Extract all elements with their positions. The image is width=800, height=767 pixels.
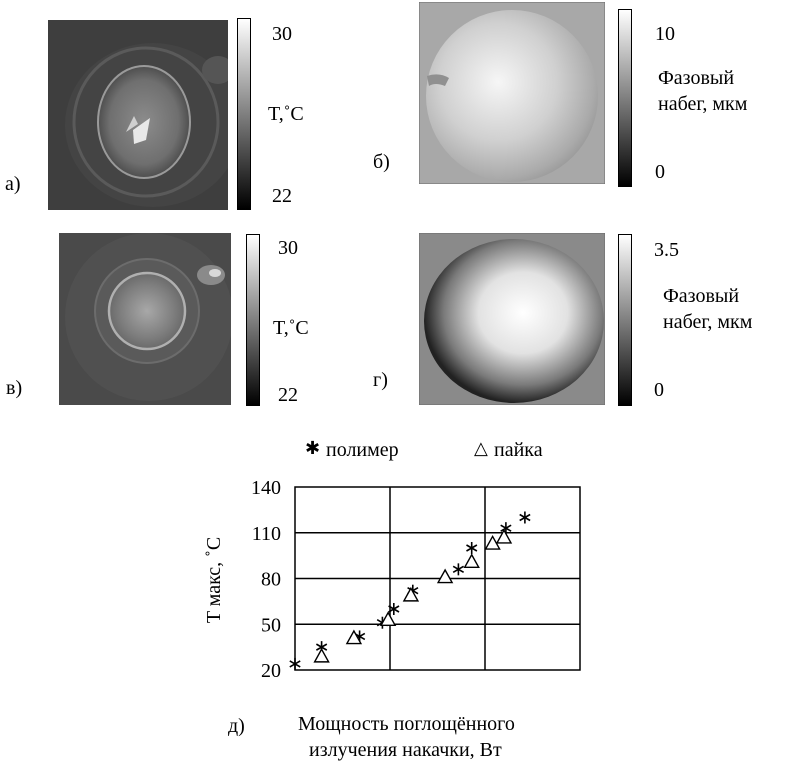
thermal-image-v [59, 233, 231, 405]
phase-map-g [419, 233, 605, 405]
y-axis-label: T макс, ˚C [203, 536, 225, 624]
solder-point [463, 553, 480, 569]
chart-marks [289, 511, 531, 670]
x-tick-label: 0 [290, 677, 300, 680]
solder-point [379, 611, 397, 626]
colorbar-a-label: T,˚C [268, 103, 304, 125]
polymer-point [289, 657, 301, 670]
colorbar-g-label-line2: набег, мкм [663, 311, 753, 333]
y-tick-label: 80 [261, 569, 281, 591]
colorbar-b-min: 0 [655, 161, 665, 183]
y-tick-label: 110 [252, 523, 281, 545]
panel-label-a: а) [5, 173, 21, 195]
colorbar-v-min: 22 [278, 384, 298, 406]
colorbar-g-min: 0 [654, 379, 664, 401]
temperature-scatter-chart: 20 50 80 110 140 0 100 200 300 [251, 477, 595, 680]
panel-label-g: г) [373, 369, 388, 391]
colorbar-v-max: 30 [278, 237, 298, 259]
colorbar-b-max: 10 [655, 23, 675, 45]
x-axis-label-line2: излучения накачки, Вт [309, 739, 502, 761]
phase-map-b [419, 2, 605, 184]
solder-point [484, 534, 501, 550]
x-tick-label: 100 [375, 677, 405, 680]
y-tick-label: 20 [261, 660, 281, 680]
solder-point [436, 568, 454, 584]
legend-solder-marker: △ [474, 438, 488, 459]
colorbar-a-max: 30 [272, 23, 292, 45]
polymer-point [500, 522, 512, 535]
colorbar-a-min: 22 [272, 185, 292, 207]
polymer-point [388, 603, 400, 615]
colorbar-g-label-line1: Фазовый [663, 285, 740, 307]
panel-label-v: в) [6, 377, 23, 399]
x-axis-label-line1: Мощность поглощённого [298, 713, 515, 735]
x-tick-label: 200 [470, 677, 500, 680]
colorbar-a [237, 18, 251, 210]
colorbar-v-label: T,˚C [273, 317, 309, 339]
colorbar-b-label-line2: набег, мкм [658, 93, 748, 115]
y-tick-label: 140 [251, 477, 281, 499]
colorbar-b-label-line1: Фазовый [658, 67, 735, 89]
legend-polymer-label: полимер [326, 439, 399, 461]
solder-point [495, 528, 513, 544]
legend-solder-label: пайка [494, 439, 543, 461]
x-tick-label: 300 [565, 677, 595, 680]
legend-polymer-marker: ✱ [305, 438, 321, 459]
chart-grid [294, 486, 581, 671]
colorbar-b [618, 9, 632, 187]
colorbar-v [246, 234, 260, 406]
colorbar-g [618, 234, 632, 406]
chart-ticks: 20 50 80 110 140 0 100 200 300 [251, 477, 595, 680]
polymer-point [452, 563, 465, 576]
thermal-image-a [48, 20, 228, 210]
solder-point [402, 586, 420, 602]
polymer-point [519, 511, 531, 524]
y-tick-label: 50 [261, 614, 281, 636]
colorbar-g-max: 3.5 [654, 239, 679, 261]
polymer-point [466, 542, 478, 554]
panel-label-b: б) [373, 151, 390, 173]
chart-panel-label: д) [228, 715, 245, 737]
solder-point [313, 647, 330, 663]
solder-point [345, 629, 363, 645]
